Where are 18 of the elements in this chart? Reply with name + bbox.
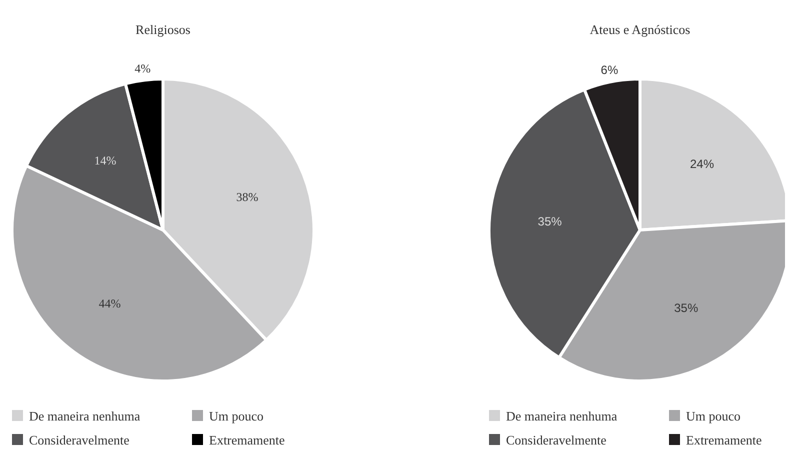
legend-label: Extremamente xyxy=(686,432,762,448)
data-label: 4% xyxy=(134,61,151,76)
legend-label: De maneira nenhuma xyxy=(506,408,618,424)
legend-label: Consideravelmente xyxy=(29,432,130,448)
chart-title: Ateus e Agnósticos xyxy=(590,22,690,37)
data-label: 35% xyxy=(538,214,562,229)
data-label: 35% xyxy=(674,301,698,316)
data-label: 44% xyxy=(98,296,121,310)
data-label: 24% xyxy=(690,157,714,172)
legend-label: Um pouco xyxy=(209,408,264,424)
legend-label: Um pouco xyxy=(686,408,741,424)
legend-label: Extremamente xyxy=(209,432,286,448)
data-label: 38% xyxy=(236,190,258,204)
chart-title: Religiosos xyxy=(136,22,190,37)
legend-label: Consideravelmente xyxy=(506,432,607,448)
data-label: 6% xyxy=(600,63,618,78)
data-label: 14% xyxy=(94,153,116,168)
legend-label: De maneira nenhuma xyxy=(29,408,140,424)
